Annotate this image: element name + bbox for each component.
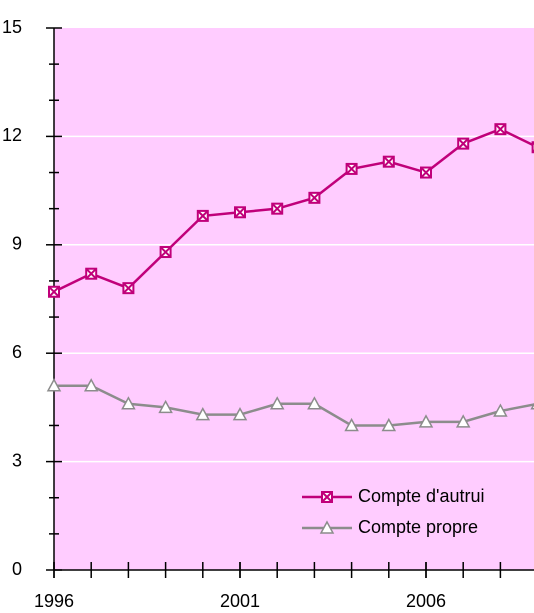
point-marker <box>85 267 98 280</box>
point-marker <box>382 155 395 168</box>
marker-cross <box>122 282 135 294</box>
marker-triangle <box>493 403 508 417</box>
point-marker <box>307 396 322 410</box>
marker-cross <box>159 246 172 258</box>
point-marker <box>493 403 508 417</box>
y-tick-label: 6 <box>12 342 22 362</box>
marker-triangle <box>121 396 136 410</box>
point-marker <box>531 141 534 154</box>
marker-triangle <box>307 396 322 410</box>
x-tick-label: 2001 <box>220 591 260 611</box>
marker-triangle <box>344 417 359 432</box>
series-line <box>54 384 534 427</box>
legend-label: Compte d'autrui <box>358 486 485 506</box>
point-marker <box>319 520 335 534</box>
point-marker <box>530 402 534 410</box>
point-marker <box>48 285 60 298</box>
point-marker <box>195 407 211 421</box>
point-marker <box>494 123 507 136</box>
marker-cross <box>321 491 333 503</box>
series-line <box>53 127 534 293</box>
y-tick-label: 9 <box>12 234 22 254</box>
point-marker <box>83 378 99 392</box>
marker-cross <box>345 163 358 175</box>
point-marker <box>122 282 135 295</box>
point-marker <box>158 399 173 414</box>
marker-triangle <box>158 399 173 414</box>
legend-label: Compte propre <box>358 517 478 537</box>
marker-triangle <box>195 407 211 421</box>
marker-triangle <box>455 414 471 428</box>
marker-cross <box>271 202 283 215</box>
marker-cross <box>308 192 321 204</box>
point-marker <box>308 191 321 204</box>
marker-triangle <box>46 378 62 392</box>
marker-cross <box>48 286 60 298</box>
marker-triangle <box>232 407 248 421</box>
point-marker <box>457 137 470 150</box>
point-marker <box>381 417 397 432</box>
point-marker <box>420 166 432 179</box>
x-tick-label: 2006 <box>406 591 446 611</box>
y-tick-label: 0 <box>12 559 22 579</box>
marker-triangle <box>83 378 99 392</box>
marker-cross <box>420 166 432 179</box>
point-marker <box>321 491 333 503</box>
plot-area <box>54 28 534 570</box>
marker-cross <box>457 137 469 150</box>
marker-triangle <box>269 396 285 410</box>
point-marker <box>455 414 471 428</box>
marker-triangle <box>530 402 534 410</box>
point-marker <box>196 209 209 222</box>
y-tick-label: 12 <box>2 125 22 145</box>
marker-cross <box>197 210 209 222</box>
marker-cross <box>85 267 97 280</box>
marker-triangle <box>319 520 335 534</box>
y-tick-label: 3 <box>12 450 22 470</box>
point-marker <box>234 206 246 219</box>
point-marker <box>344 417 359 432</box>
point-marker <box>232 407 248 421</box>
y-tick-label: 15 <box>2 17 22 37</box>
marker-triangle <box>381 417 397 432</box>
point-marker <box>345 162 358 175</box>
point-marker <box>159 246 172 259</box>
point-marker <box>121 396 136 410</box>
marker-cross <box>234 206 246 218</box>
marker-cross <box>494 123 507 135</box>
marker-triangle <box>418 414 434 428</box>
point-marker <box>418 414 434 428</box>
point-marker <box>46 378 62 392</box>
x-tick-label: 1996 <box>34 591 74 611</box>
point-marker <box>269 396 285 410</box>
marker-box <box>531 141 534 154</box>
marker-cross <box>383 155 395 168</box>
point-marker <box>271 202 284 215</box>
